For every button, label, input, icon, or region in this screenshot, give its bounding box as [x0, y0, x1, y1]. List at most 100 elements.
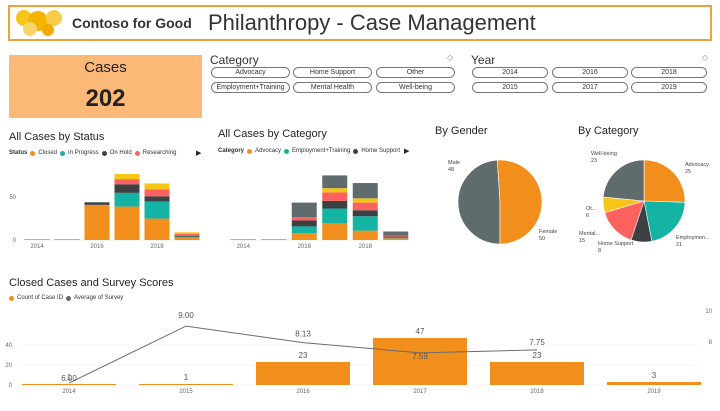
x-tick-label: 2014: [30, 244, 44, 250]
bar-segment: [383, 235, 409, 237]
pie-label: Advocacy: [685, 162, 709, 168]
x-tick-label: 2017: [413, 389, 427, 395]
legend-dot-advocacy: [247, 148, 253, 154]
x-tick-label: 2016: [298, 244, 312, 250]
pie-value: 15: [579, 238, 585, 244]
y-tick-label: 0: [13, 238, 17, 244]
y-tick-label: 40: [5, 343, 12, 349]
legend-dot-in-progress: [60, 150, 66, 156]
combo-legend: Count of Case ID Average of Survey: [9, 295, 123, 301]
year-slicer-title: Year: [471, 53, 496, 67]
category-chart-title: All Cases by Category: [218, 128, 327, 140]
combo-bar: [256, 362, 350, 385]
status-legend-next-icon[interactable]: ▶: [196, 150, 202, 157]
legend-survey: Average of Survey: [74, 295, 124, 301]
legend-dot-survey: [66, 295, 72, 301]
bar-segment: [352, 230, 378, 240]
bar-segment: [114, 206, 140, 240]
pie-label: Mental...: [579, 231, 601, 237]
category-legend-next-icon[interactable]: ▶: [404, 148, 410, 155]
bar-segment: [84, 202, 110, 205]
pie-label: Ot...: [586, 206, 597, 212]
survey-value-label: 7.75: [529, 338, 545, 347]
bar-segment: [174, 237, 200, 240]
cases-card-value: 202: [85, 85, 126, 112]
bar-segment: [261, 239, 287, 240]
bar-segment: [144, 183, 170, 190]
pie-slice: [602, 159, 645, 202]
combo-bar: [22, 384, 116, 385]
category-chip-advocacy[interactable]: Advocacy: [211, 67, 290, 78]
x-tick-label: 2018: [150, 244, 164, 250]
x-tick-label: 2015: [179, 389, 193, 395]
year-chip-2017[interactable]: 2017: [552, 82, 628, 93]
legend-home-support: Home Support: [361, 148, 401, 154]
bar-segment: [291, 220, 317, 227]
category-bar-chart: 2014 2016 2018: [228, 175, 411, 250]
bar-segment: [114, 179, 140, 185]
pie-label: Male: [448, 160, 460, 166]
bar-segment: [322, 175, 348, 189]
combo-chart: 0 20 40 10 8 1 2014 1 2015 23 2016 47 2017 23 2018 3 201…: [5, 309, 713, 395]
category-chip-home-support[interactable]: Home Support: [293, 67, 372, 78]
category-chip-employment-training[interactable]: Employment+Training: [211, 82, 290, 93]
category-chip-mental-health[interactable]: Mental Health: [293, 82, 372, 93]
bar-segment: [322, 192, 348, 201]
bar-segment: [114, 192, 140, 207]
category-chip-other[interactable]: Other: [376, 67, 455, 78]
legend-researching: Researching: [142, 150, 177, 156]
pie-slice: [496, 159, 543, 245]
year-chip-2016[interactable]: 2016: [552, 67, 628, 78]
pie-slice: [643, 159, 686, 203]
pie-value: 21: [676, 242, 682, 248]
bar-segment: [84, 204, 110, 240]
year-chip-2018[interactable]: 2018: [631, 67, 707, 78]
bar-value-label: 3: [652, 371, 657, 380]
bar-segment: [291, 202, 317, 218]
legend-dot-count: [9, 295, 14, 301]
bar-segment: [352, 210, 378, 217]
legend-dot-closed: [30, 150, 36, 156]
pie-label: Well-being: [591, 151, 617, 157]
legend-advocacy: Advocacy: [255, 148, 282, 154]
bar-segment: [24, 239, 50, 240]
category-chip-well-being[interactable]: Well-being: [376, 82, 455, 93]
bar-segment: [144, 196, 170, 202]
bar-segment: [174, 232, 200, 234]
legend-dot-on-hold: [101, 150, 107, 156]
bar-value-label: 47: [416, 327, 425, 336]
x-tick-label: 2016: [90, 244, 104, 250]
category-clear-icon[interactable]: ◇: [447, 53, 454, 62]
pie-value: 48: [448, 167, 454, 173]
legend-on-hold: On Hold: [109, 150, 132, 156]
year-clear-icon[interactable]: ◇: [702, 53, 709, 62]
bar-segment: [114, 174, 140, 180]
year-chip-2014[interactable]: 2014: [472, 67, 548, 78]
bar-segment: [322, 223, 348, 240]
page-title: Philanthropy - Case Management: [208, 10, 536, 35]
pie-value: 25: [685, 169, 691, 175]
pie-label: Home Support: [598, 241, 634, 247]
combo-bar: [139, 384, 233, 385]
year-chip-2019[interactable]: 2019: [631, 82, 707, 93]
x-tick-label: 2014: [237, 244, 251, 250]
year-chip-2015[interactable]: 2015: [472, 82, 548, 93]
category-pie-title: By Category: [578, 125, 639, 137]
cases-card: Cases 202: [9, 55, 202, 118]
legend-dot-researching: [134, 150, 140, 156]
pie-value: 50: [539, 236, 545, 242]
status-chart-title: All Cases by Status: [9, 131, 105, 143]
status-chart: 0 50 2014 2016 2018: [9, 174, 202, 250]
pie-label: Employmen...: [676, 235, 710, 241]
bar-segment: [383, 236, 409, 238]
bar-segment: [291, 233, 317, 240]
status-legend-title: Status: [9, 150, 28, 156]
combo-bar: [490, 362, 584, 385]
bar-value-label: 23: [533, 351, 542, 360]
bar-segment: [322, 200, 348, 209]
right-tick-label: 8: [709, 340, 713, 346]
bar-segment: [174, 235, 200, 237]
bar-segment: [322, 208, 348, 223]
